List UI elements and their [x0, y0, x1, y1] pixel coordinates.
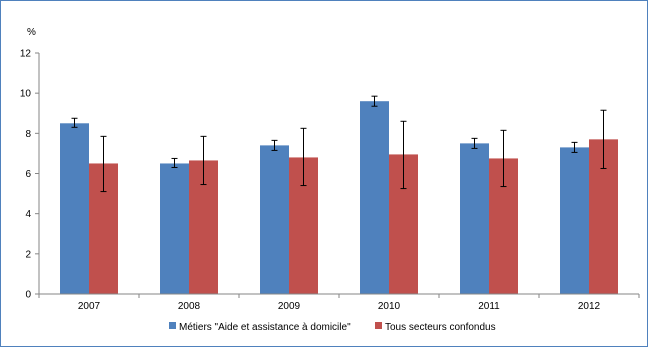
- legend-label: Métiers "Aide et assistance à domicile": [179, 322, 351, 333]
- x-tick-label: 2008: [178, 301, 201, 312]
- bar-aide-domicile-2007: [60, 123, 89, 295]
- legend-label: Tous secteurs confondus: [385, 322, 496, 333]
- y-tick-label: 6: [25, 169, 31, 180]
- x-tick-label: 2012: [578, 301, 601, 312]
- y-tick-label: 2: [25, 249, 31, 260]
- bar-aide-domicile-2009: [260, 145, 289, 294]
- y-tick-label: 10: [20, 89, 32, 100]
- x-axis-ticks: 2007 2008 2009 2010 2011 2012: [38, 294, 640, 312]
- y-tick-label: 8: [25, 129, 31, 140]
- bar-aide-domicile-2012: [560, 147, 589, 294]
- x-tick-label: 2009: [278, 301, 301, 312]
- legend-swatch: [169, 322, 176, 329]
- y-axis-ticks: 0 2 4 6 8 10 12: [20, 49, 39, 301]
- bar-aide-domicile-2010: [360, 101, 389, 294]
- legend: Métiers "Aide et assistance à domicile" T…: [169, 322, 496, 333]
- x-tick-label: 2011: [478, 301, 500, 312]
- legend-swatch: [375, 322, 382, 329]
- x-tick-label: 2010: [378, 301, 401, 312]
- bar-aide-domicile-2008: [160, 163, 189, 294]
- error-bars: [71, 95, 607, 193]
- y-tick-label: 0: [25, 290, 31, 301]
- y-tick-label: 4: [25, 209, 31, 220]
- bars: [60, 101, 618, 295]
- y-tick-label: 12: [20, 49, 32, 60]
- x-tick-label: 2007: [78, 301, 101, 312]
- bar-aide-domicile-2011: [460, 143, 489, 294]
- y-axis-unit: %: [27, 27, 36, 38]
